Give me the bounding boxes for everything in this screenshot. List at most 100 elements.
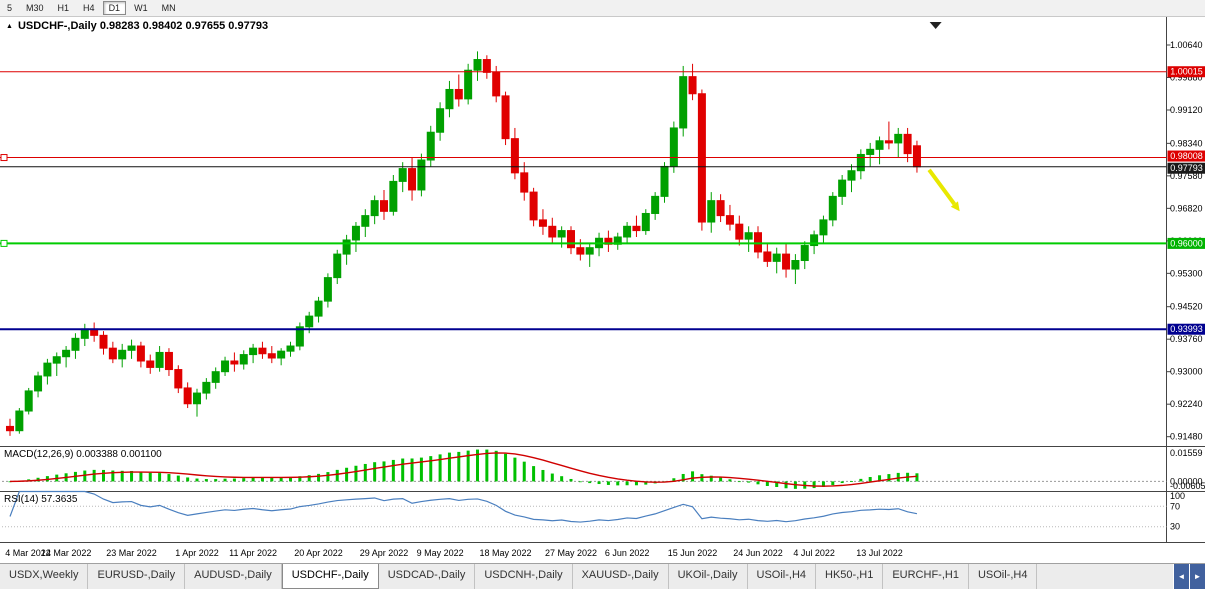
chart-tab-usoil-h4[interactable]: USOil-,H4 <box>748 564 817 589</box>
macd-histogram-bar <box>345 467 349 482</box>
chart-tab-eurusd-daily[interactable]: EURUSD-,Daily <box>88 564 186 589</box>
macd-histogram-bar <box>569 478 573 482</box>
macd-histogram-bar <box>859 478 863 482</box>
timeframe-button-W1[interactable]: W1 <box>134 3 148 13</box>
arrow-annotation-head[interactable] <box>950 201 960 212</box>
timeframe-button-MN[interactable]: MN <box>161 3 176 13</box>
rsi-axis-label: 30 <box>1170 522 1180 532</box>
macd-histogram-bar <box>550 473 554 482</box>
macd-histogram-bar <box>532 466 536 482</box>
candle-body <box>828 195 837 221</box>
candle-body <box>754 232 762 253</box>
candle-body <box>305 315 314 328</box>
candle-body <box>567 230 575 249</box>
candle-body <box>445 88 454 110</box>
macd-histogram-bar <box>606 481 610 485</box>
tab-scroll-buttons: ◄ ► <box>1173 564 1205 589</box>
macd-histogram-bar <box>176 475 180 482</box>
candle-body <box>258 347 267 355</box>
chart-tab-ukoil-daily[interactable]: UKOil-,Daily <box>669 564 748 589</box>
candle-body <box>417 159 426 191</box>
chart-tab-usoil-h4[interactable]: USOil-,H4 <box>969 564 1038 589</box>
timeframe-button-H1[interactable]: H1 <box>57 3 70 13</box>
candle-body <box>249 347 258 356</box>
candle-body <box>174 369 183 389</box>
candle-body <box>426 131 435 161</box>
candle-body <box>454 88 463 100</box>
collapse-panel-icon[interactable]: ▲ <box>6 23 13 30</box>
chart-tab-hk50-h1[interactable]: HK50-,H1 <box>816 564 884 589</box>
macd-histogram-bar <box>541 469 545 482</box>
macd-histogram-bar <box>915 473 919 482</box>
chart-tab-usdcad-daily[interactable]: USDCAD-,Daily <box>379 564 476 589</box>
candle-body <box>548 225 557 238</box>
price-badge <box>1167 150 1205 162</box>
macd-histogram-bar <box>363 463 367 482</box>
date-axis-label: 4 Mar 2022 <box>5 548 51 558</box>
chart-shift-icon[interactable] <box>929 22 942 29</box>
candle-body <box>136 345 145 362</box>
candle-body <box>903 133 912 155</box>
candle-body <box>520 172 529 193</box>
macd-histogram-bar <box>111 470 115 482</box>
arrow-annotation[interactable] <box>927 168 956 206</box>
chart-tab-xauusd-daily[interactable]: XAUUSD-,Daily <box>573 564 669 589</box>
macd-axis-label: 0.00000 <box>1170 476 1203 486</box>
ohlc-values: 0.98283 0.98402 0.97655 0.97793 <box>99 20 269 32</box>
price-axis-label: 0.94520 <box>1170 302 1203 312</box>
macd-histogram-bar <box>878 475 882 482</box>
macd-histogram-bar <box>186 477 190 482</box>
price-badge-label: 0.98008 <box>1170 151 1203 161</box>
macd-histogram-bar <box>457 451 461 482</box>
macd-histogram-bar <box>765 481 769 486</box>
candle-body <box>342 239 351 255</box>
timeframe-button-M30[interactable]: M30 <box>26 3 44 13</box>
scroll-tabs-left-button[interactable]: ◄ <box>1173 564 1189 589</box>
chart-tab-usdchf-daily[interactable]: USDCHF-,Daily <box>281 564 379 589</box>
candle-body <box>847 170 856 181</box>
chart-tab-audusd-daily[interactable]: AUDUSD-,Daily <box>185 564 282 589</box>
chart-tab-eurchf-h1[interactable]: EURCHF-,H1 <box>883 564 969 589</box>
candle-body <box>772 253 781 262</box>
candle-body <box>884 140 893 144</box>
macd-histogram-bar <box>737 481 741 483</box>
date-axis-label: 1 Apr 2022 <box>175 548 219 558</box>
hline-handle[interactable] <box>0 239 8 247</box>
macd-histogram-bar <box>625 481 629 486</box>
chart-tab-usdcnh-daily[interactable]: USDCNH-,Daily <box>475 564 573 589</box>
candle-body <box>782 253 791 270</box>
price-badge <box>1167 323 1205 335</box>
scroll-tabs-right-button[interactable]: ► <box>1189 564 1205 589</box>
macd-histogram-bar <box>279 477 283 482</box>
macd-histogram-bar <box>289 477 292 482</box>
macd-histogram-bar <box>158 473 162 482</box>
candle-body <box>641 212 650 232</box>
macd-histogram-bar <box>840 481 844 484</box>
macd-histogram-bar <box>756 481 760 485</box>
candle-body <box>875 140 884 150</box>
date-axis-label: 23 Mar 2022 <box>106 548 157 558</box>
candle-body <box>6 425 14 432</box>
candle-body <box>436 108 445 133</box>
macd-histogram-bar <box>401 458 405 482</box>
candle-body <box>146 360 155 368</box>
macd-histogram-bar <box>148 472 152 482</box>
candle-body <box>333 253 342 279</box>
candle-body <box>464 69 473 100</box>
candle-body <box>314 300 323 317</box>
candle-body <box>473 59 482 71</box>
chart-tab-usdx-weekly[interactable]: USDX,Weekly <box>0 564 89 589</box>
candle-body <box>660 165 669 197</box>
price-badge <box>1167 66 1205 78</box>
macd-histogram-bar <box>195 478 199 482</box>
price-axis-label: 0.99120 <box>1170 105 1203 115</box>
timeframe-button-H4[interactable]: H4 <box>83 3 95 13</box>
macd-histogram-bar <box>896 472 900 482</box>
price-axis-label: 0.93000 <box>1170 367 1203 377</box>
candle-body <box>716 200 725 217</box>
candle-body <box>398 168 407 182</box>
hline-handle[interactable] <box>0 154 8 162</box>
timeframe-button-5[interactable]: 5 <box>7 3 13 13</box>
candle-body <box>80 328 89 339</box>
timeframe-button-D1[interactable]: D1 <box>102 1 127 15</box>
